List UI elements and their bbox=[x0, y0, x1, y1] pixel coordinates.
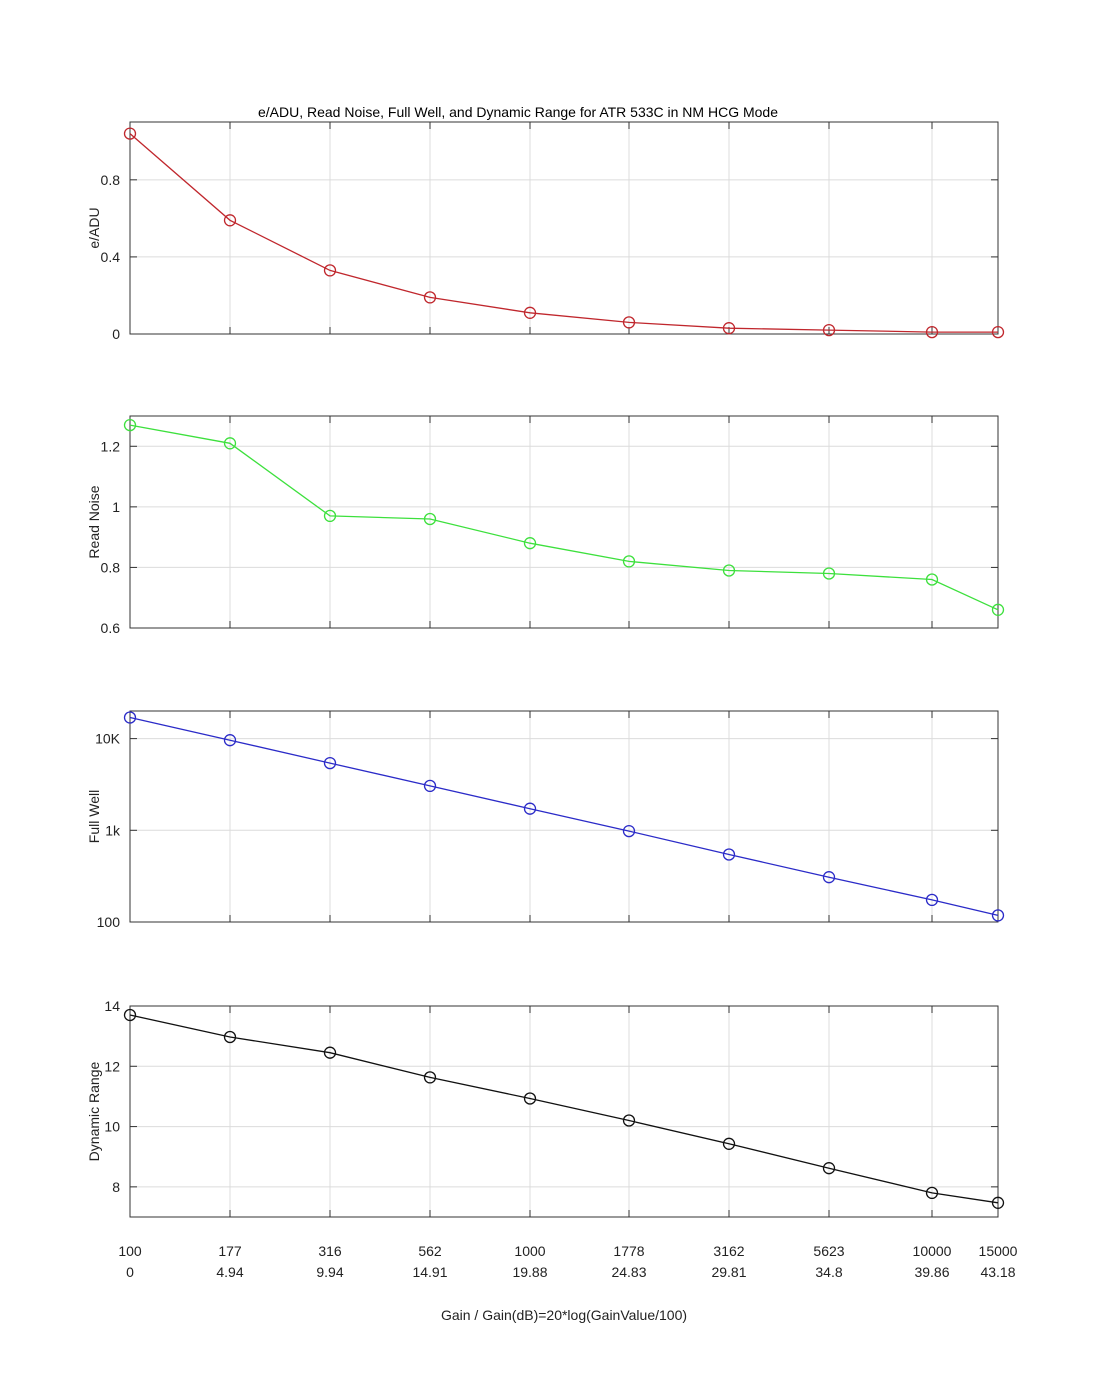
subplot-1: 0 0.4 0.8 e/ADU bbox=[86, 121, 1005, 342]
series-line bbox=[129, 133, 998, 333]
data-point bbox=[991, 909, 1005, 922]
data-point bbox=[925, 325, 939, 339]
x-tick-label-db: 0 bbox=[126, 1264, 134, 1280]
subplot-4: 8 10 12 14 Dynamic Range bbox=[86, 998, 1005, 1218]
subplot-3: 100 1k 10K Full Well bbox=[86, 710, 1005, 930]
data-point bbox=[423, 291, 437, 304]
data-point bbox=[323, 1046, 337, 1059]
data-point bbox=[722, 322, 736, 335]
figure-title: e/ADU, Read Noise, Full Well, and Dynami… bbox=[258, 104, 778, 120]
series-line bbox=[129, 1014, 999, 1204]
data-point bbox=[925, 1186, 939, 1200]
y-tick-label: 14 bbox=[104, 998, 120, 1014]
subplot-2: 0.6 0.8 1 1.2 Read Noise bbox=[86, 415, 1005, 636]
x-tick-labels: 10001774.943169.9456214.91100019.8817782… bbox=[118, 1243, 1017, 1280]
x-axis-label: Gain / Gain(dB)=20*log(GainValue/100) bbox=[441, 1307, 687, 1323]
x-tick-label-db: 19.88 bbox=[512, 1264, 547, 1280]
data-point bbox=[223, 1030, 237, 1044]
x-tick-label-gain: 100 bbox=[118, 1243, 142, 1259]
x-tick-label-gain: 1000 bbox=[514, 1243, 545, 1259]
data-point bbox=[123, 711, 137, 724]
data-point bbox=[991, 325, 1005, 339]
y-tick-label: 1k bbox=[105, 822, 121, 838]
y-tick-label: 0.8 bbox=[101, 559, 121, 575]
data-point bbox=[223, 214, 237, 227]
y-tick-label: 10 bbox=[104, 1119, 120, 1135]
data-point bbox=[925, 893, 939, 907]
x-tick-label-db: 14.91 bbox=[412, 1264, 447, 1280]
data-point bbox=[925, 573, 939, 586]
series-line bbox=[129, 424, 999, 611]
data-point bbox=[991, 1196, 1005, 1209]
axes-frame bbox=[129, 710, 999, 923]
x-tick-label-gain: 1778 bbox=[613, 1243, 644, 1259]
data-point bbox=[991, 603, 1005, 616]
y-tick-label: 100 bbox=[97, 914, 121, 930]
data-point bbox=[822, 567, 836, 580]
data-point bbox=[323, 756, 337, 770]
x-tick-label-gain: 15000 bbox=[979, 1243, 1018, 1259]
data-point bbox=[822, 323, 836, 337]
series-line bbox=[129, 716, 999, 917]
data-point bbox=[123, 418, 137, 432]
y-axis-label: e/ADU bbox=[86, 207, 102, 248]
data-point bbox=[622, 1114, 636, 1127]
axes-frame bbox=[129, 415, 999, 629]
y-axis-label: Dynamic Range bbox=[86, 1061, 102, 1161]
data-point bbox=[822, 871, 836, 884]
data-point bbox=[722, 848, 736, 861]
x-tick-label-db: 34.8 bbox=[815, 1264, 842, 1280]
data-point bbox=[423, 779, 437, 793]
data-point bbox=[622, 555, 636, 568]
subplots: 0 0.4 0.8 e/ADU 0.6 0.8 1 1.2 Read Noise 100 1k 10K… bbox=[86, 121, 1005, 1218]
data-point bbox=[423, 1071, 437, 1084]
plot-area bbox=[130, 1006, 998, 1217]
y-tick-label: 10K bbox=[95, 731, 121, 747]
x-tick-label-gain: 316 bbox=[318, 1243, 342, 1259]
x-tick-label-gain: 562 bbox=[418, 1243, 442, 1259]
plot-area bbox=[130, 416, 998, 628]
data-point bbox=[323, 509, 337, 523]
data-point bbox=[123, 1008, 137, 1022]
y-tick-label: 12 bbox=[104, 1058, 120, 1074]
data-point bbox=[523, 802, 537, 815]
y-tick-label: 0 bbox=[112, 326, 120, 342]
x-tick-label-db: 24.83 bbox=[611, 1264, 646, 1280]
x-tick-label-gain: 10000 bbox=[913, 1243, 952, 1259]
axes-frame bbox=[129, 1005, 999, 1218]
x-tick-label-db: 39.86 bbox=[914, 1264, 949, 1280]
x-tick-label-db: 43.18 bbox=[980, 1264, 1015, 1280]
x-tick-label-gain: 5623 bbox=[813, 1243, 844, 1259]
x-tick-label-gain: 177 bbox=[218, 1243, 242, 1259]
data-point bbox=[523, 537, 537, 550]
data-point bbox=[722, 1137, 736, 1150]
data-point bbox=[722, 564, 736, 577]
data-point bbox=[622, 316, 636, 329]
y-tick-label: 1.2 bbox=[101, 438, 121, 454]
data-point bbox=[123, 127, 137, 140]
y-axis-label: Full Well bbox=[86, 790, 102, 843]
x-tick-label-db: 4.94 bbox=[216, 1264, 243, 1280]
data-point bbox=[822, 1162, 836, 1175]
y-tick-label: 0.6 bbox=[101, 620, 121, 636]
data-point bbox=[223, 734, 237, 747]
data-point bbox=[423, 512, 437, 526]
axes-frame bbox=[129, 121, 999, 335]
y-tick-label: 1 bbox=[112, 499, 120, 515]
x-tick-label-gain: 3162 bbox=[713, 1243, 744, 1259]
y-tick-label: 0.4 bbox=[101, 249, 121, 265]
data-point bbox=[323, 264, 337, 277]
y-tick-label: 8 bbox=[112, 1179, 120, 1195]
x-tick-label-db: 9.94 bbox=[316, 1264, 343, 1280]
y-tick-label: 0.8 bbox=[101, 172, 121, 188]
data-point bbox=[622, 824, 636, 838]
data-point bbox=[523, 1092, 537, 1105]
x-tick-label-db: 29.81 bbox=[711, 1264, 746, 1280]
plot-area bbox=[130, 122, 998, 334]
data-point bbox=[223, 437, 237, 450]
data-point bbox=[523, 306, 537, 319]
y-axis-label: Read Noise bbox=[86, 485, 102, 558]
